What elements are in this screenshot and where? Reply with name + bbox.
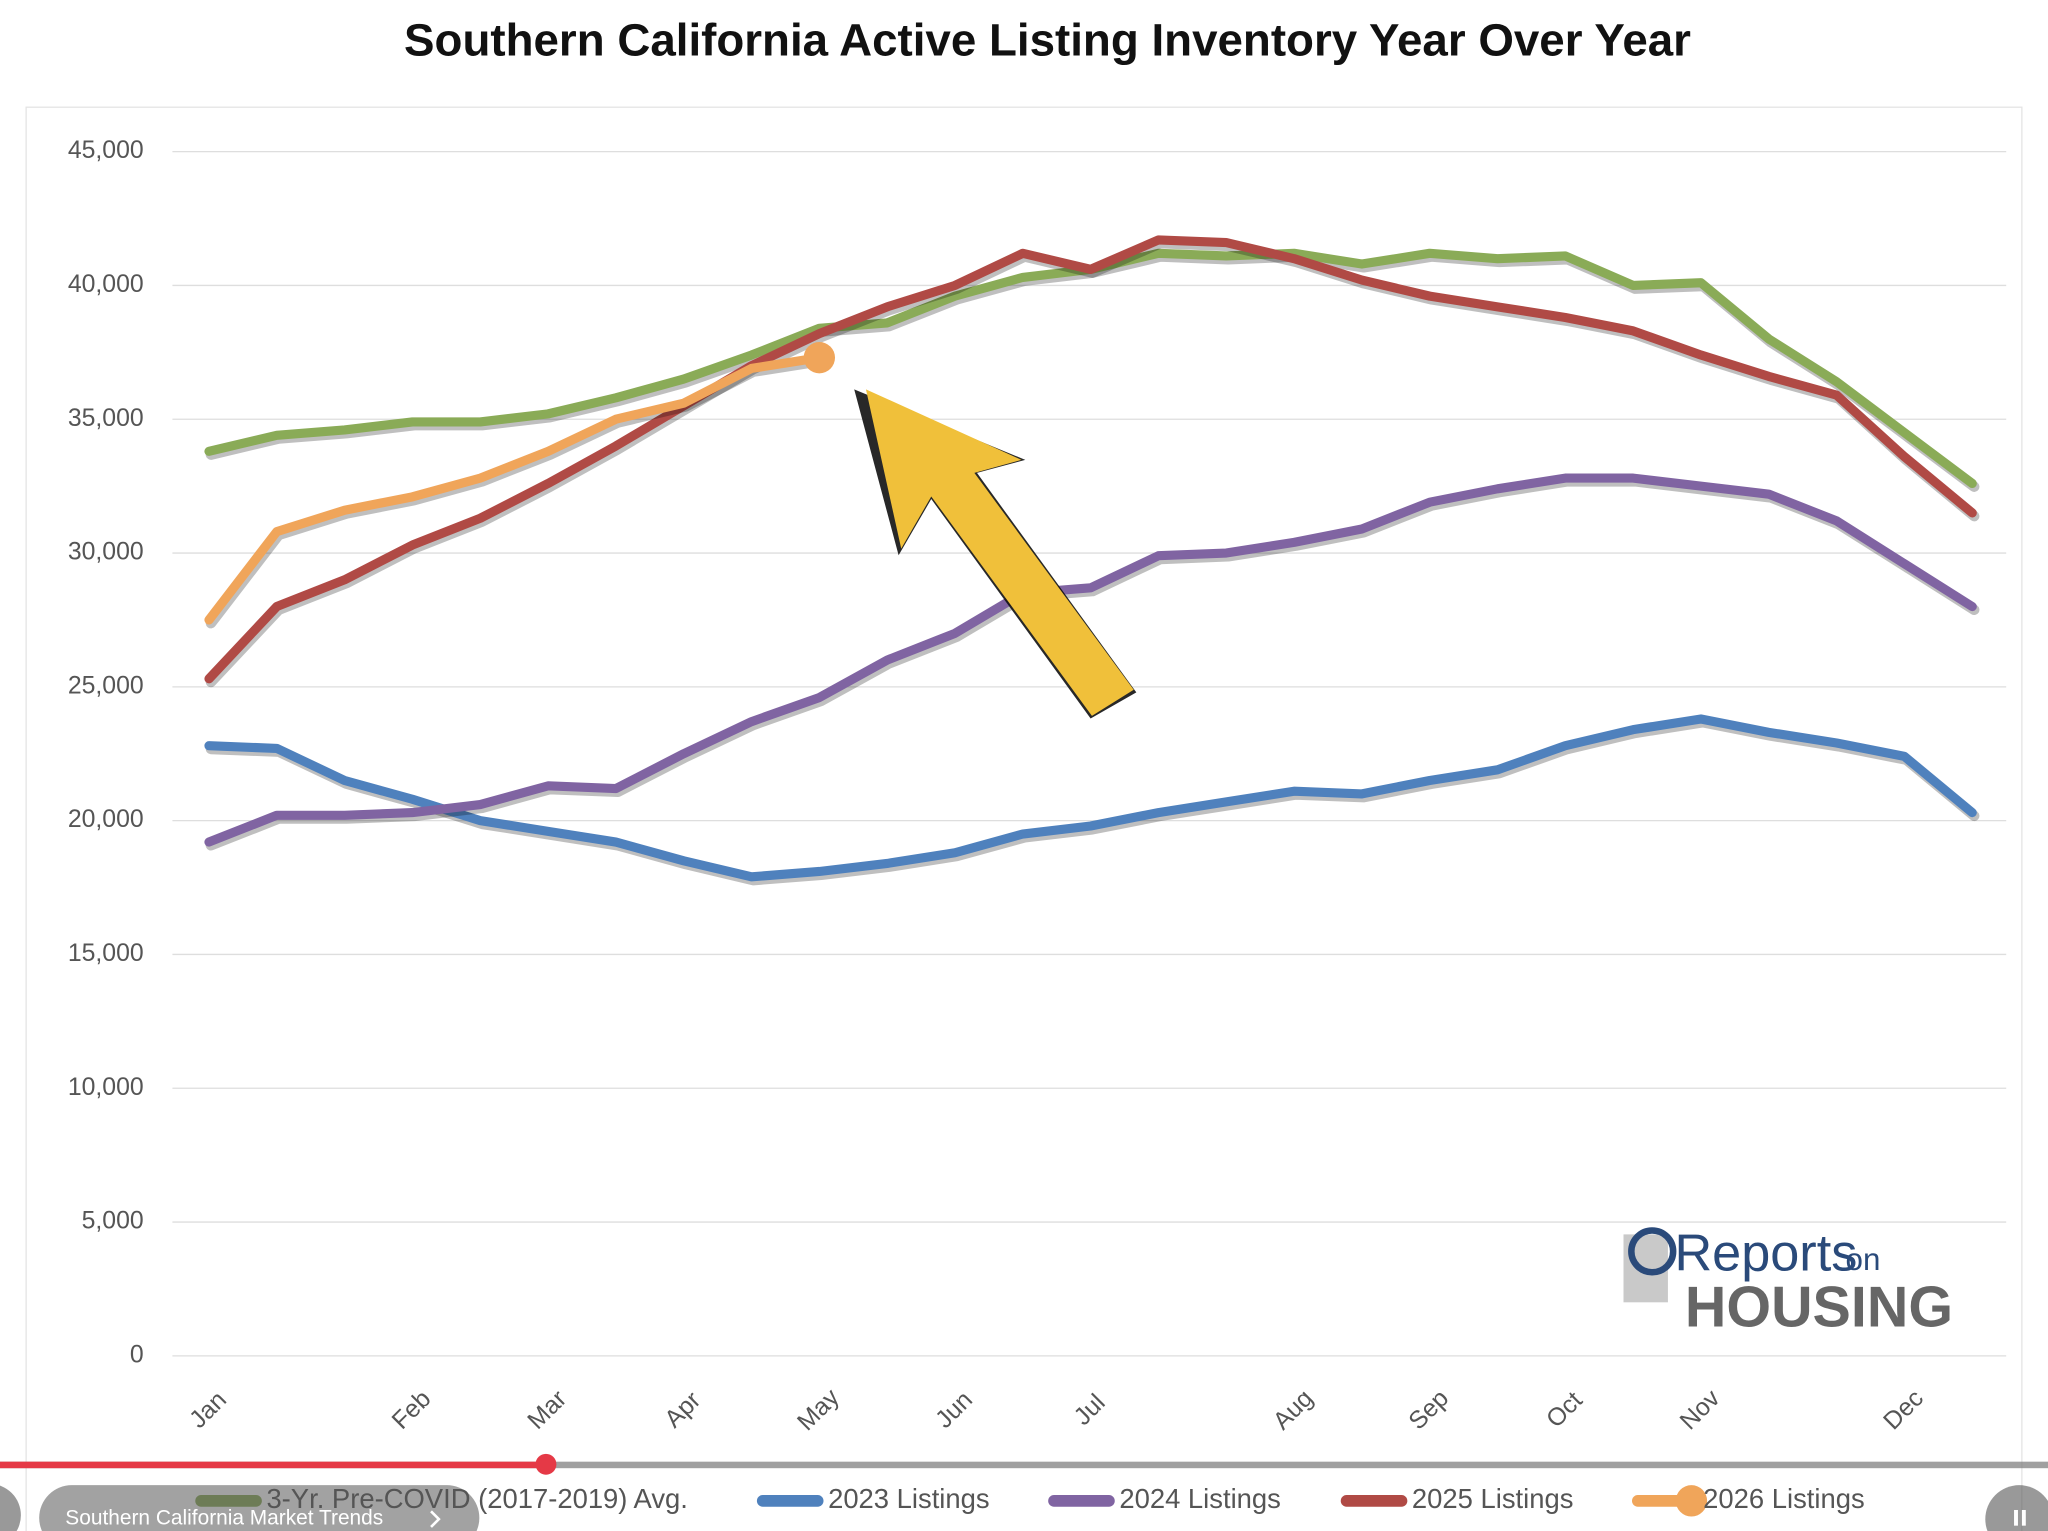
series-line: [204, 714, 1977, 882]
logo: Reports on HOUSING: [1623, 1224, 1953, 1340]
y-tick-label: 45,000: [68, 137, 144, 164]
y-tick-label: 0: [130, 1341, 144, 1368]
y-tick-label: 25,000: [68, 672, 144, 699]
progress-track: [0, 1461, 2048, 1469]
series-line: [204, 353, 824, 625]
chart-title: Southern California Active Listing Inven…: [404, 14, 1691, 65]
legend-label: 2026 Listings: [1703, 1483, 1865, 1514]
y-tick-label: 10,000: [68, 1074, 144, 1101]
legend-marker: [1675, 1485, 1708, 1517]
pause-icon: [2014, 1509, 2018, 1526]
end-marker: [803, 342, 836, 374]
chapter-button[interactable]: [39, 1485, 480, 1531]
y-tick-label: 40,000: [68, 271, 144, 298]
y-tick-label: 5,000: [82, 1208, 144, 1235]
video-controls: Southern California Market Trends: [0, 1453, 2048, 1531]
y-tick-label: 20,000: [68, 806, 144, 833]
legend-label: 2025 Listings: [1412, 1483, 1574, 1514]
legend-label: 2024 Listings: [1119, 1483, 1281, 1514]
prev-button[interactable]: [0, 1484, 21, 1531]
logo-text: on: [1846, 1242, 1881, 1277]
legend-label: 2023 Listings: [828, 1483, 990, 1514]
y-tick-label: 30,000: [68, 539, 144, 566]
y-tick-label: 15,000: [68, 940, 144, 967]
logo-ring: [1628, 1227, 1677, 1276]
y-tick-label: 35,000: [68, 405, 144, 432]
pause-icon: [2021, 1509, 2026, 1526]
annotation-arrow: [854, 389, 1137, 719]
legend: 3-Yr. Pre-COVID (2017-2019) Avg. 2023 Lis…: [195, 1483, 1865, 1517]
arrow: [865, 389, 1134, 716]
chapter-title: Southern California Market Trends: [65, 1507, 383, 1530]
series-line: [204, 473, 1977, 847]
lines: [204, 235, 1980, 886]
progress-played[interactable]: [0, 1461, 546, 1469]
pause-button[interactable]: [1985, 1485, 2048, 1531]
series-line: [204, 235, 1977, 684]
logo-text: Reports: [1674, 1224, 1857, 1282]
chapter-chevron: [430, 1510, 441, 1528]
progress-scrubber[interactable]: [535, 1453, 557, 1475]
logo-text: HOUSING: [1685, 1276, 1953, 1340]
